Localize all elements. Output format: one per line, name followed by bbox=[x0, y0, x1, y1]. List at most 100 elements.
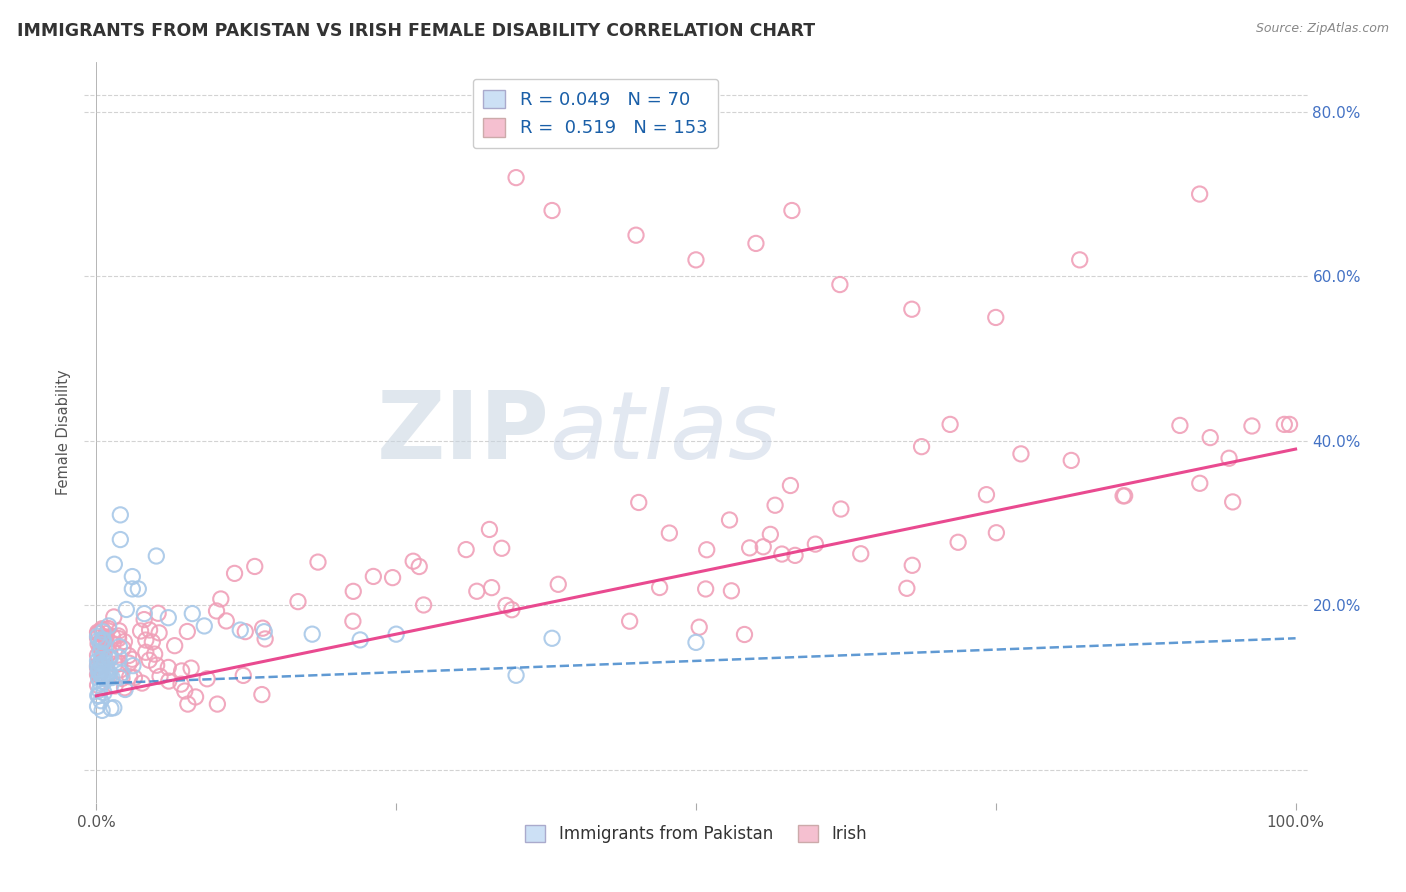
Point bbox=[209, 591, 232, 606]
Point bbox=[91, 659, 114, 673]
Point bbox=[86, 658, 108, 673]
Point bbox=[91, 668, 114, 682]
Point bbox=[93, 653, 115, 667]
Point bbox=[90, 658, 112, 673]
Point bbox=[342, 614, 364, 628]
Point bbox=[87, 672, 110, 686]
Text: atlas: atlas bbox=[550, 387, 778, 478]
Point bbox=[402, 554, 425, 568]
Point bbox=[90, 653, 112, 667]
Point bbox=[103, 610, 125, 624]
Point bbox=[173, 684, 195, 698]
Point bbox=[101, 637, 124, 651]
Point bbox=[112, 641, 135, 656]
Point bbox=[541, 203, 564, 218]
Point bbox=[90, 676, 112, 690]
Point bbox=[107, 629, 129, 643]
Point bbox=[110, 533, 132, 547]
Point bbox=[149, 669, 172, 683]
Point bbox=[86, 654, 108, 668]
Point bbox=[146, 607, 169, 621]
Point bbox=[501, 603, 523, 617]
Text: ZIP: ZIP bbox=[377, 386, 550, 479]
Point bbox=[696, 542, 718, 557]
Point bbox=[112, 634, 135, 648]
Point bbox=[1272, 417, 1295, 432]
Point bbox=[984, 310, 1007, 325]
Point bbox=[100, 701, 122, 715]
Point bbox=[118, 657, 141, 671]
Point bbox=[86, 631, 108, 645]
Point bbox=[688, 620, 710, 634]
Legend: Immigrants from Pakistan, Irish: Immigrants from Pakistan, Irish bbox=[519, 819, 873, 850]
Point bbox=[90, 633, 112, 648]
Point bbox=[141, 635, 163, 649]
Point bbox=[349, 632, 371, 647]
Point bbox=[184, 690, 207, 704]
Point bbox=[381, 571, 404, 585]
Point bbox=[939, 417, 962, 432]
Point bbox=[121, 652, 143, 666]
Point bbox=[491, 541, 513, 556]
Point bbox=[97, 619, 120, 633]
Point bbox=[232, 668, 254, 682]
Point bbox=[87, 637, 110, 651]
Point bbox=[87, 626, 110, 640]
Point bbox=[342, 584, 364, 599]
Point bbox=[134, 607, 156, 621]
Point bbox=[87, 689, 110, 703]
Point bbox=[763, 498, 786, 512]
Point bbox=[1222, 495, 1244, 509]
Point bbox=[110, 508, 132, 522]
Point bbox=[1112, 489, 1135, 503]
Point bbox=[114, 682, 136, 697]
Point bbox=[101, 671, 124, 685]
Point bbox=[86, 629, 108, 643]
Point bbox=[104, 657, 127, 672]
Point bbox=[135, 633, 157, 648]
Point bbox=[541, 632, 564, 646]
Point bbox=[901, 302, 924, 317]
Point bbox=[111, 672, 134, 686]
Point bbox=[90, 657, 112, 672]
Point bbox=[685, 252, 707, 267]
Point bbox=[89, 666, 111, 681]
Point bbox=[87, 689, 110, 703]
Point bbox=[86, 660, 108, 674]
Point bbox=[624, 228, 647, 243]
Point bbox=[145, 549, 167, 563]
Point bbox=[148, 625, 170, 640]
Point bbox=[481, 581, 503, 595]
Point bbox=[1114, 489, 1136, 503]
Point bbox=[170, 677, 193, 691]
Point bbox=[115, 602, 138, 616]
Point bbox=[143, 647, 166, 661]
Point bbox=[90, 622, 112, 636]
Point bbox=[910, 440, 932, 454]
Point bbox=[828, 277, 851, 292]
Point bbox=[108, 670, 131, 684]
Point bbox=[91, 634, 114, 648]
Point bbox=[122, 658, 145, 673]
Point bbox=[90, 638, 112, 652]
Point bbox=[90, 624, 112, 638]
Point bbox=[96, 662, 118, 676]
Point bbox=[104, 679, 127, 693]
Point bbox=[121, 569, 143, 583]
Point bbox=[181, 607, 204, 621]
Point bbox=[110, 663, 132, 677]
Point bbox=[495, 599, 517, 613]
Point bbox=[685, 635, 707, 649]
Point bbox=[91, 668, 114, 682]
Point bbox=[901, 558, 924, 573]
Point bbox=[193, 619, 215, 633]
Point bbox=[986, 525, 1008, 540]
Point bbox=[118, 670, 141, 684]
Point bbox=[103, 700, 125, 714]
Point bbox=[94, 672, 117, 686]
Point bbox=[108, 650, 131, 665]
Point bbox=[89, 646, 111, 660]
Point bbox=[215, 614, 238, 628]
Point bbox=[86, 625, 108, 640]
Point bbox=[94, 630, 117, 644]
